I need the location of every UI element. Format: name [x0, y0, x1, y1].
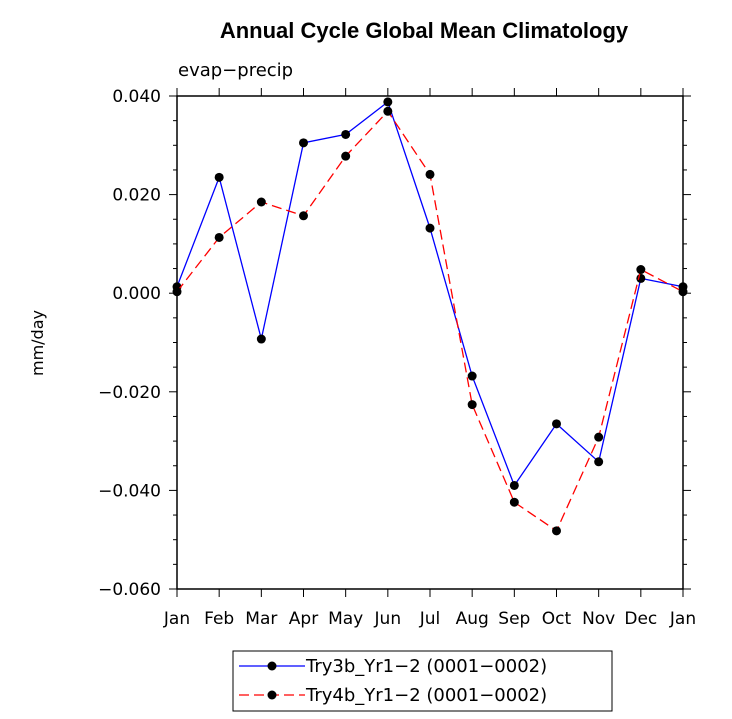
data-point	[425, 169, 435, 179]
y-tick-label: 0.040	[112, 87, 161, 107]
data-point	[509, 480, 519, 490]
data-point	[383, 106, 393, 116]
legend-label: Try4b_Yr1−2 (0001−0002)	[305, 685, 547, 706]
data-point	[467, 371, 477, 381]
data-point	[467, 400, 477, 410]
x-tick-label: Jul	[419, 609, 441, 629]
x-tick-label: Nov	[582, 609, 615, 629]
y-tick-label: −0.020	[98, 383, 161, 403]
data-point	[341, 129, 351, 139]
series-2	[172, 106, 688, 536]
x-tick-label: Aug	[456, 609, 489, 629]
x-tick-label: May	[328, 609, 363, 629]
data-point	[341, 151, 351, 161]
chart-title: Annual Cycle Global Mean Climatology	[220, 18, 629, 43]
series-line	[176, 100, 684, 487]
data-point	[299, 138, 308, 148]
data-point	[636, 273, 646, 283]
series-1	[172, 97, 688, 490]
y-tick-label: 0.020	[112, 186, 161, 206]
y-tick-label: −0.060	[98, 580, 161, 600]
data-point	[214, 172, 224, 182]
x-tick-label: Jan	[163, 609, 190, 629]
legend-box	[232, 650, 613, 712]
data-point	[383, 97, 393, 107]
data-point	[425, 223, 435, 233]
data-point	[172, 287, 182, 297]
chart-subtitle: evap−precip	[178, 60, 293, 81]
data-point	[214, 232, 224, 242]
x-tick-label: Sep	[498, 609, 530, 629]
x-tick-label: Oct	[542, 609, 572, 629]
data-point	[256, 197, 266, 207]
y-tick-label: −0.040	[98, 481, 161, 501]
legend-item: Try3b_Yr1−2 (0001−0002)	[239, 656, 547, 677]
data-point	[509, 497, 519, 507]
x-tick-label: Jan	[669, 609, 696, 629]
data-point	[678, 287, 688, 297]
x-tick-label: Apr	[289, 609, 318, 629]
x-tick-label: Mar	[245, 609, 277, 629]
x-axis-ticks: Jan Feb Mar Apr May Jun Jul Aug Sep Oct Nov Dec Jan	[163, 88, 696, 629]
data-point	[636, 265, 646, 275]
y-axis-label: mm/day	[28, 310, 47, 376]
y-axis-ticks: 0.040 0.020 0.000 −0.020 −0.040 −0.060	[98, 87, 691, 600]
legend-label: Try3b_Yr1−2 (0001−0002)	[305, 656, 547, 677]
data-point	[552, 526, 561, 536]
x-tick-label: Dec	[624, 609, 657, 629]
legend-item: Try4b_Yr1−2 (0001−0002)	[239, 685, 547, 706]
data-point	[256, 334, 266, 344]
x-tick-label: Feb	[204, 609, 234, 629]
legend: Try3b_Yr1−2 (0001−0002) Try4b_Yr1−2 (0001…	[232, 650, 613, 712]
data-point	[594, 432, 604, 442]
x-tick-label: Jun	[374, 609, 402, 629]
legend-marker	[267, 661, 277, 671]
data-point	[594, 457, 604, 467]
y-tick-label: 0.000	[112, 284, 161, 304]
data-point	[552, 419, 561, 429]
legend-marker	[267, 690, 277, 700]
series-layer	[172, 97, 688, 536]
data-point	[299, 211, 308, 221]
